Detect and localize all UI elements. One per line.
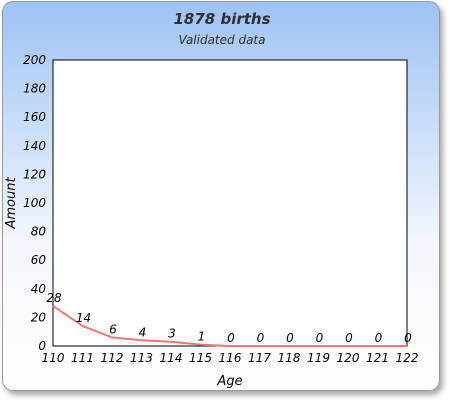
data-label: 0 [257,331,265,345]
data-label: 28 [46,291,62,305]
x-tick-label: 118 [278,351,301,365]
data-label: 0 [286,331,294,345]
y-axis-ticks: 0 20 40 60 80 100 120 140 160 180 200 [23,53,46,353]
y-tick-label: 0 [38,339,46,353]
data-label: 4 [139,325,147,339]
data-label: 0 [375,331,383,345]
y-tick-label: 40 [31,282,47,296]
x-tick-label: 120 [337,351,360,365]
chart-title: 1878 births [173,10,270,28]
y-tick-label: 60 [31,253,47,267]
data-label: 0 [316,331,324,345]
y-tick-label: 20 [31,310,47,324]
data-label: 0 [404,331,412,345]
data-labels: 28 14 6 4 3 1 0 0 0 0 0 0 0 [46,291,412,345]
x-tick-label: 111 [71,351,94,365]
x-tick-label: 122 [396,351,419,365]
y-tick-label: 160 [23,110,46,124]
y-tick-label: 120 [23,167,46,181]
y-tick-label: 140 [23,139,46,153]
y-tick-label: 180 [23,82,46,96]
x-axis-label: Age [216,374,242,389]
x-tick-label: 114 [160,351,183,365]
x-axis-ticks: 110 111 112 113 114 115 116 117 118 119 120 121 122 [42,351,419,365]
y-tick-label: 100 [23,196,46,210]
x-tick-label: 113 [130,351,153,365]
x-tick-label: 110 [42,351,65,365]
series-line [52,305,407,347]
x-tick-label: 117 [248,351,271,365]
chart-subtitle: Validated data [179,33,266,47]
y-axis-label: Amount [4,177,19,230]
data-label: 1 [198,330,206,344]
data-label: 14 [76,311,91,325]
y-tick-label: 80 [31,225,47,239]
x-tick-label: 115 [189,351,212,365]
plot-area [52,59,408,347]
data-label: 0 [227,331,235,345]
y-tick-label: 200 [23,53,46,67]
x-tick-label: 112 [101,351,124,365]
data-label: 0 [345,331,353,345]
series-group [52,305,407,347]
x-tick-label: 121 [366,351,389,365]
data-label: 6 [109,322,117,336]
x-tick-label: 116 [219,351,242,365]
data-label: 3 [168,327,176,341]
x-tick-label: 119 [307,351,330,365]
